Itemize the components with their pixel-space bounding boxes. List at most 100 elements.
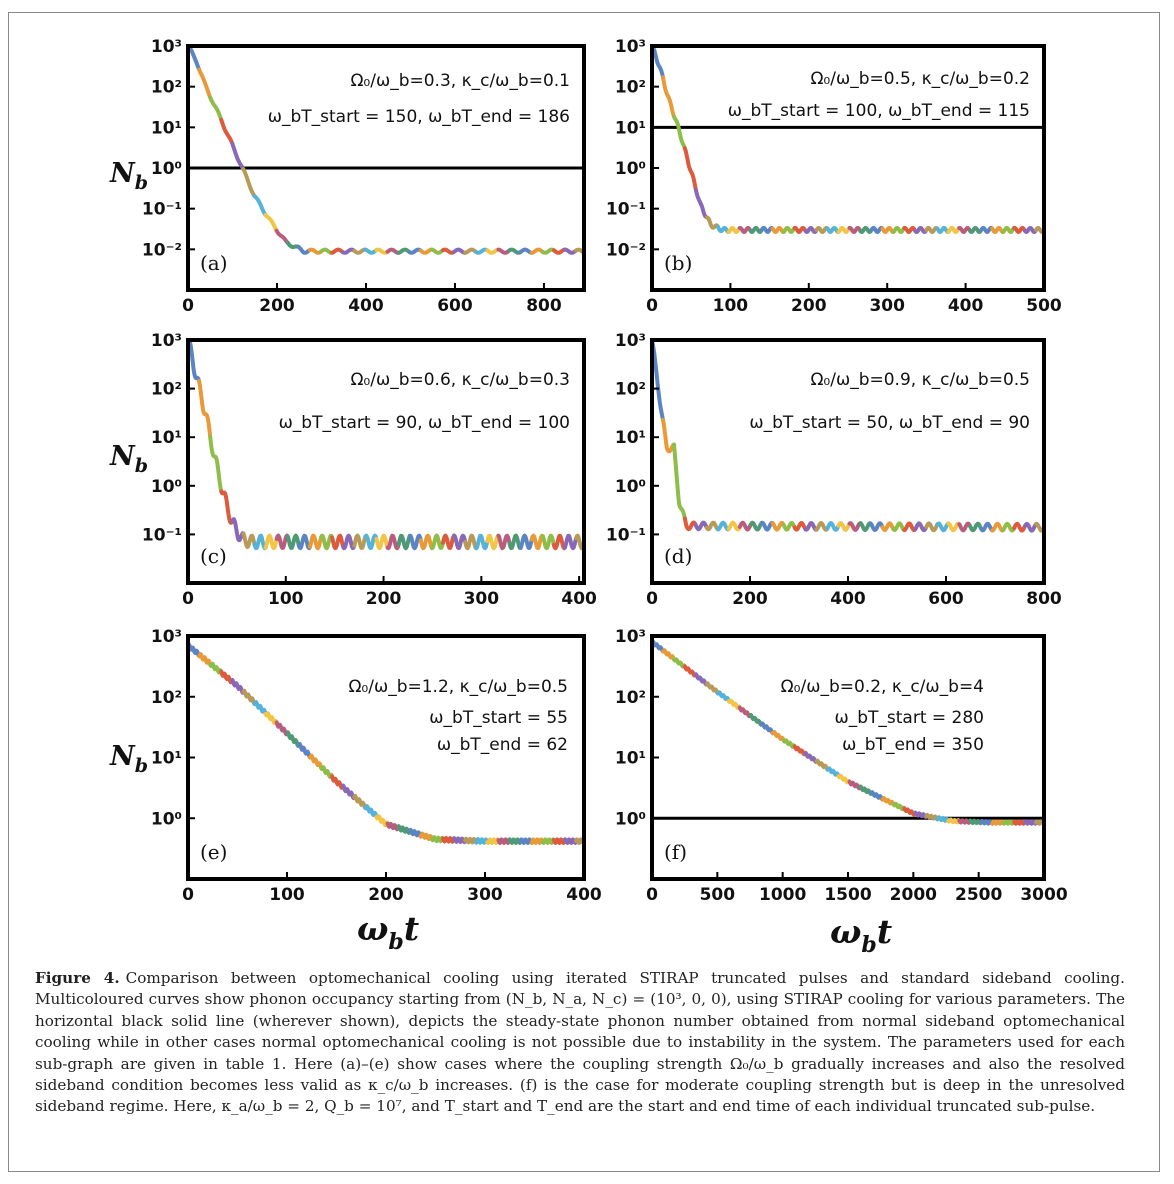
curve-segment xyxy=(715,224,731,234)
y-tick-label: 10³ xyxy=(151,37,182,57)
curve-segment xyxy=(781,520,797,532)
x-tick-label: 400 xyxy=(566,885,602,905)
y-axis-label-e: Nb xyxy=(109,741,148,777)
curve-segment xyxy=(407,827,423,839)
x-tick-label: 0 xyxy=(182,885,194,905)
y-tick-label: 10⁻² xyxy=(142,240,182,260)
curve-segment xyxy=(540,533,556,551)
y-tick-label: 10⁻¹ xyxy=(142,525,182,545)
curve-segment xyxy=(1001,521,1017,533)
curve-segment xyxy=(682,146,698,192)
curve-segment xyxy=(661,417,676,454)
curve-segment xyxy=(792,226,808,234)
panel-annotation: Ω₀/ω_b=1.2, κ_c/ω_b=0.5 xyxy=(348,677,568,697)
curve-segment xyxy=(241,167,257,199)
curve-segment xyxy=(957,521,973,533)
curve-segment xyxy=(661,648,676,662)
curve-segment xyxy=(429,835,445,844)
curve-segment xyxy=(352,533,368,550)
x-tick-label: 2000 xyxy=(890,885,937,905)
curve-segment xyxy=(748,226,764,234)
curve-segment xyxy=(496,837,512,845)
curve-segment xyxy=(770,226,786,234)
curve-segment xyxy=(869,521,885,532)
curve-segment xyxy=(814,758,830,772)
x-tick-label: 1000 xyxy=(759,885,806,905)
figure-frame xyxy=(8,12,1160,1172)
y-tick-label: 10⁻² xyxy=(606,240,646,260)
y-tick-label: 10⁰ xyxy=(151,809,182,829)
curve-segment xyxy=(704,215,720,230)
x-tick-label: 500 xyxy=(1026,296,1062,316)
curve-segment xyxy=(935,226,951,234)
figure-4-panels: 10³ 10² 10¹ 10⁰ 10⁻¹ 10⁻² 0 200 400 600 800 (a) Ω₀/ω… xyxy=(109,37,1068,958)
curve-segment xyxy=(913,226,929,234)
curve-segment xyxy=(759,721,775,736)
panel-label: (a) xyxy=(200,251,228,275)
x-tick-label: 100 xyxy=(269,885,305,905)
curve-segment xyxy=(252,533,268,551)
curve-segment xyxy=(441,836,457,844)
phonon-occupancy-curve xyxy=(652,639,1044,826)
curve-segment xyxy=(880,796,896,807)
curve-segment xyxy=(385,533,401,551)
curve-segment xyxy=(693,520,709,532)
x-tick-label: 200 xyxy=(368,885,404,905)
curve-segment xyxy=(902,806,918,817)
curve-segment xyxy=(563,533,579,551)
curve-segment xyxy=(274,720,290,737)
panel-c: 10³ 10² 10¹ 10⁰ 10⁻¹ 0 100 200 300 400 (c) Ω₀/ω_b=0… xyxy=(142,331,597,609)
curve-segment xyxy=(385,821,401,832)
y-tick-label: 10¹ xyxy=(151,428,182,448)
curve-segment xyxy=(296,245,312,255)
y-tick-label: 10¹ xyxy=(151,118,182,138)
x-tick-label: 0 xyxy=(646,296,658,316)
curve-segment xyxy=(682,516,698,532)
curve-segment xyxy=(319,533,335,551)
y-tick-label: 10² xyxy=(615,78,646,98)
x-tick-label: 200 xyxy=(366,589,402,609)
y-tick-label: 10⁻¹ xyxy=(606,525,646,545)
panel-annotation: Ω₀/ω_b=0.3, κ_c/ω_b=0.1 xyxy=(350,71,570,91)
curve-segment xyxy=(197,652,213,667)
phonon-occupancy-curve xyxy=(188,340,584,551)
figure-caption: Figure 4. Comparison between optomechanic… xyxy=(35,968,1125,1118)
y-tick-label: 10¹ xyxy=(151,749,182,769)
x-tick-label: 400 xyxy=(830,589,866,609)
panel-label: (f) xyxy=(664,840,687,864)
y-axis-label-c: Nb xyxy=(109,441,148,477)
curve-segment xyxy=(836,226,852,234)
curve-segment xyxy=(507,533,523,551)
curve-segment xyxy=(441,533,457,550)
y-tick-label: 10² xyxy=(615,380,646,400)
panel-annotation: ω_bT_start = 100, ω_bT_end = 115 xyxy=(728,101,1030,121)
caption-label: Figure 4. xyxy=(35,969,120,987)
curve-segment xyxy=(836,521,852,532)
panel-annotation: Ω₀/ω_b=0.5, κ_c/ω_b=0.2 xyxy=(810,69,1030,89)
curve-segment xyxy=(418,533,434,551)
panel-e: 10³ 10² 10¹ 10⁰ 0 100 200 300 400 (e) Ω₀/ω_b=1.2, … xyxy=(151,627,602,905)
y-tick-label: 10² xyxy=(151,688,182,708)
curve-segment xyxy=(979,819,995,826)
curve-segment xyxy=(825,226,841,234)
curve-segment xyxy=(463,247,479,255)
curve-segment xyxy=(197,67,213,100)
curve-segment xyxy=(463,533,479,551)
plot-frame xyxy=(186,338,586,585)
y-tick-label: 10² xyxy=(151,380,182,400)
curve-segment xyxy=(474,247,490,255)
curve-segment xyxy=(363,247,379,255)
curve-segment xyxy=(241,688,257,706)
curve-segment xyxy=(219,489,235,525)
curve-segment xyxy=(252,194,268,217)
y-tick-label: 10² xyxy=(151,78,182,98)
curve-segment xyxy=(208,434,224,494)
curve-segment xyxy=(374,814,390,828)
curve-segment xyxy=(847,521,863,532)
panel-d: 10³ 10² 10¹ 10⁰ 10⁻¹ 0 200 400 600 800 (d) Ω₀/ω_b=0… xyxy=(606,331,1062,609)
curve-segment xyxy=(219,117,235,146)
x-tick-label: 500 xyxy=(700,885,736,905)
curve-segment xyxy=(263,533,279,551)
curve-segment xyxy=(737,705,753,719)
curve-segment xyxy=(418,831,434,842)
